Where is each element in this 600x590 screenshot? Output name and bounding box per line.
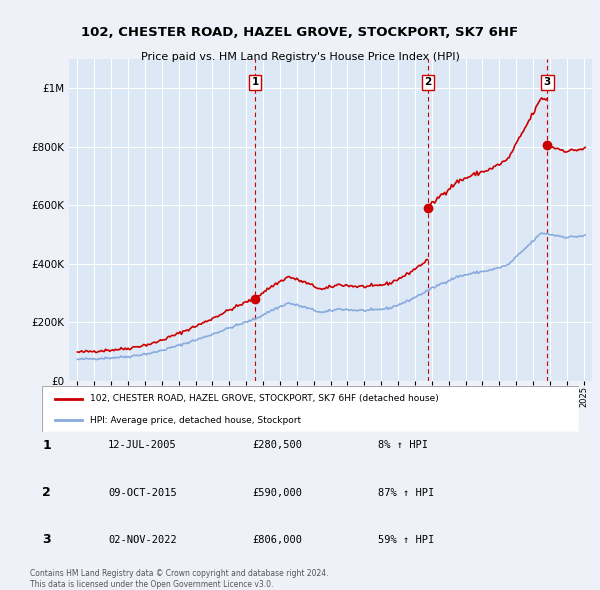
Text: 09-OCT-2015: 09-OCT-2015 [108, 488, 177, 497]
Text: 2: 2 [424, 77, 431, 87]
Text: £280,500: £280,500 [252, 441, 302, 450]
Text: 102, CHESTER ROAD, HAZEL GROVE, STOCKPORT, SK7 6HF (detached house): 102, CHESTER ROAD, HAZEL GROVE, STOCKPOR… [91, 394, 439, 403]
Text: 87% ↑ HPI: 87% ↑ HPI [378, 488, 434, 497]
Text: 1: 1 [42, 439, 51, 452]
Text: HPI: Average price, detached house, Stockport: HPI: Average price, detached house, Stoc… [91, 416, 301, 425]
Text: Price paid vs. HM Land Registry's House Price Index (HPI): Price paid vs. HM Land Registry's House … [140, 53, 460, 62]
Text: This data is licensed under the Open Government Licence v3.0.: This data is licensed under the Open Gov… [30, 579, 274, 589]
Text: 8% ↑ HPI: 8% ↑ HPI [378, 441, 428, 450]
Text: 12-JUL-2005: 12-JUL-2005 [108, 441, 177, 450]
Text: 3: 3 [544, 77, 551, 87]
Text: £806,000: £806,000 [252, 535, 302, 545]
Text: 2: 2 [42, 486, 51, 499]
Text: Contains HM Land Registry data © Crown copyright and database right 2024.: Contains HM Land Registry data © Crown c… [30, 569, 329, 578]
Text: £590,000: £590,000 [252, 488, 302, 497]
Text: 59% ↑ HPI: 59% ↑ HPI [378, 535, 434, 545]
Text: 02-NOV-2022: 02-NOV-2022 [108, 535, 177, 545]
Text: 3: 3 [42, 533, 51, 546]
Text: 1: 1 [251, 77, 259, 87]
Text: 102, CHESTER ROAD, HAZEL GROVE, STOCKPORT, SK7 6HF: 102, CHESTER ROAD, HAZEL GROVE, STOCKPOR… [82, 26, 518, 39]
